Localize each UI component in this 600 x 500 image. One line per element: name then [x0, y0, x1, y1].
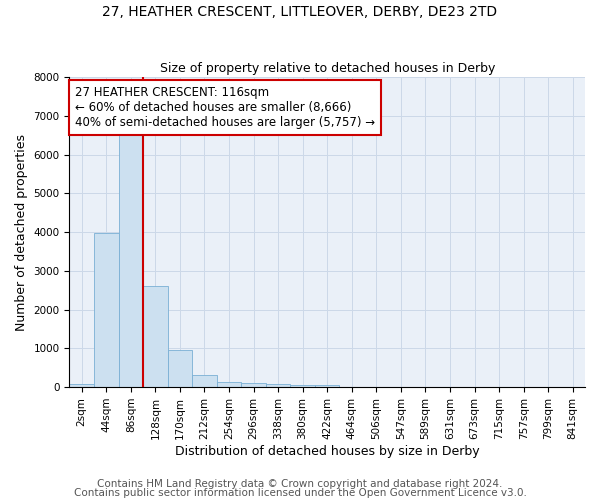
Bar	[70, 384, 94, 387]
Text: 27 HEATHER CRESCENT: 116sqm
← 60% of detached houses are smaller (8,666)
40% of : 27 HEATHER CRESCENT: 116sqm ← 60% of det…	[74, 86, 374, 130]
Bar	[119, 133, 143, 387]
Bar	[143, 286, 167, 387]
Bar	[192, 374, 217, 387]
Bar	[167, 350, 192, 387]
Text: Contains HM Land Registry data © Crown copyright and database right 2024.: Contains HM Land Registry data © Crown c…	[97, 479, 503, 489]
Y-axis label: Number of detached properties: Number of detached properties	[15, 134, 28, 330]
Bar	[290, 385, 315, 387]
Bar	[94, 233, 119, 387]
Bar	[266, 384, 290, 387]
Bar	[241, 383, 266, 387]
Title: Size of property relative to detached houses in Derby: Size of property relative to detached ho…	[160, 62, 495, 74]
Text: 27, HEATHER CRESCENT, LITTLEOVER, DERBY, DE23 2TD: 27, HEATHER CRESCENT, LITTLEOVER, DERBY,…	[103, 5, 497, 19]
Bar	[217, 382, 241, 387]
Text: Contains public sector information licensed under the Open Government Licence v3: Contains public sector information licen…	[74, 488, 526, 498]
Bar	[315, 385, 340, 387]
X-axis label: Distribution of detached houses by size in Derby: Distribution of detached houses by size …	[175, 444, 479, 458]
